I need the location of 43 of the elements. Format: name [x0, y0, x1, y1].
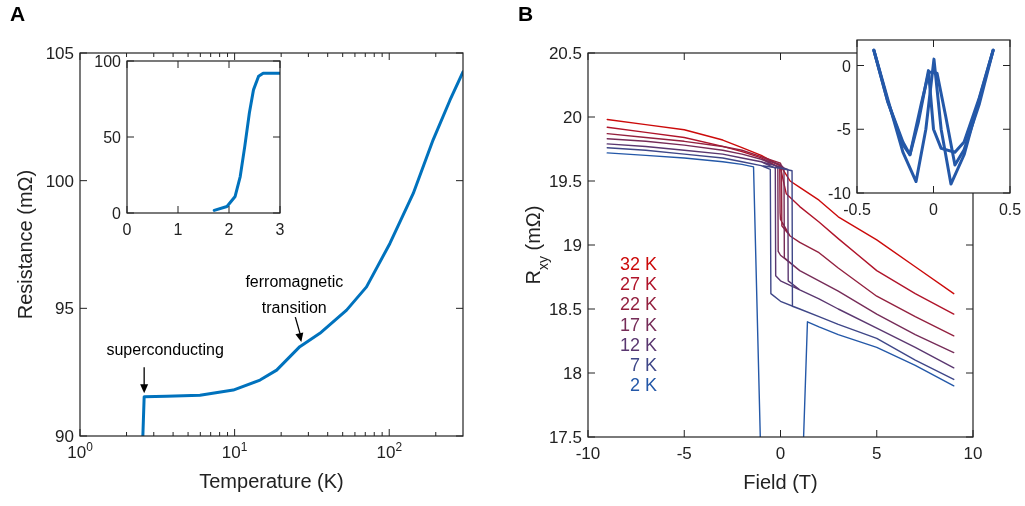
y-tick-label: 100 — [45, 171, 74, 191]
x-tick-label: 5 — [872, 444, 882, 463]
x-tick-label: 10$^{1}$ — [221, 440, 248, 462]
x-tick-label: 1 — [173, 221, 183, 238]
y-axis-title: Resistance (mΩ) — [14, 169, 36, 320]
y-tick-label: 100 — [94, 53, 122, 70]
text: 32 K — [619, 254, 657, 274]
y-tick-label: -5 — [836, 121, 852, 139]
x-tick-label: 0.5 — [998, 201, 1022, 218]
y-tick-label: 18 — [563, 364, 582, 383]
y-tick-label: 105 — [45, 44, 74, 63]
y-tick-label: 90 — [55, 427, 74, 446]
x-tick-label: 0 — [775, 444, 786, 463]
y-tick-label: 19 — [563, 236, 582, 255]
y-tick-label: 0 — [842, 57, 852, 75]
y-tick-label: 20.5 — [548, 44, 582, 63]
y-tick-label: 19.5 — [548, 172, 582, 191]
x-tick-label: 3 — [275, 221, 285, 238]
y-tick-label: 95 — [55, 299, 74, 319]
x-tick-label: 10$^{2}$ — [376, 440, 403, 462]
text: 12 K — [619, 334, 657, 355]
text: 7 K — [629, 355, 657, 375]
text: 27 K — [619, 274, 657, 295]
text: 17 K — [619, 314, 657, 335]
annotation: ferromagnetic transition — [245, 273, 344, 317]
x-tick-label: -0.5 — [843, 201, 871, 218]
x-tick-label: -5 — [676, 444, 692, 463]
y-tick-label: 17.5 — [548, 428, 582, 447]
y-tick-label: 50 — [103, 129, 122, 146]
x-tick-label: 2 — [224, 221, 234, 238]
y-tick-label: 18.5 — [548, 300, 582, 319]
chart-title: B — [518, 2, 534, 25]
x-axis-title: Field (T) — [743, 471, 818, 493]
text: 22 K — [619, 294, 657, 315]
x-tick-label: 0 — [929, 201, 939, 218]
chart-title: A — [10, 2, 26, 25]
text: 2 K — [629, 375, 657, 396]
x-axis-title: Temperature (K) — [199, 470, 344, 492]
x-tick-label: -10 — [575, 444, 601, 463]
x-tick-label: 10 — [963, 444, 983, 463]
y-tick-label: 20 — [563, 108, 582, 127]
annotation: superconducting — [106, 341, 224, 359]
y-tick-label: -10 — [827, 185, 852, 202]
